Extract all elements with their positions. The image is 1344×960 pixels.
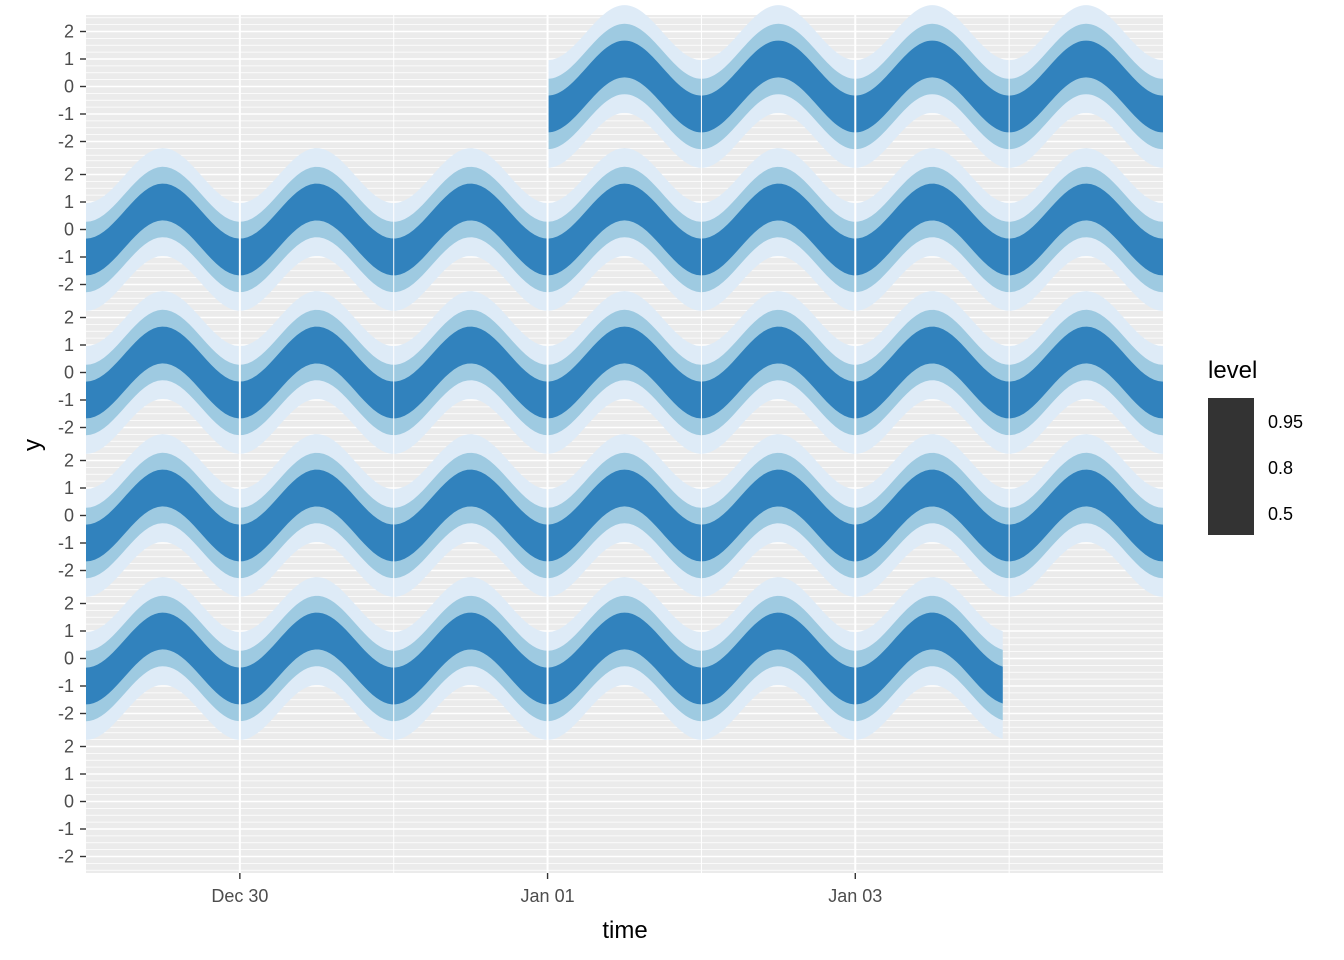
y-tick-label: -1 xyxy=(58,819,74,839)
y-tick-label: -1 xyxy=(58,104,74,124)
legend-label-05: 0.5 xyxy=(1268,504,1293,524)
y-tick-label: 2 xyxy=(64,451,74,471)
y-tick-label: 2 xyxy=(64,308,74,328)
y-tick-label: 0 xyxy=(64,506,74,526)
y-tick-label: -2 xyxy=(58,275,74,295)
legend-title: level xyxy=(1208,357,1257,384)
ribbon-bands xyxy=(86,5,1163,740)
y-tick-label: -2 xyxy=(58,847,74,867)
y-tick-label: 0 xyxy=(64,77,74,97)
legend: level 0.95 0.8 0.5 xyxy=(1208,357,1303,535)
y-tick-label: 2 xyxy=(64,594,74,614)
y-tick-label: 1 xyxy=(64,335,74,355)
y-tick-label: 2 xyxy=(64,22,74,42)
y-tick-label: -2 xyxy=(58,132,74,152)
x-axis-title: time xyxy=(602,917,647,944)
y-tick-label: -2 xyxy=(58,561,74,581)
legend-key xyxy=(1208,398,1254,535)
band-row-4-level-08 xyxy=(86,452,1163,579)
y-tick-label: 0 xyxy=(64,649,74,669)
y-tick-label: -1 xyxy=(58,390,74,410)
y-tick-label: 1 xyxy=(64,764,74,784)
y-tick-label: 0 xyxy=(64,792,74,812)
y-tick-label: -2 xyxy=(58,418,74,438)
y-axis-title: y xyxy=(19,439,46,451)
x-tick-label: Dec 30 xyxy=(211,886,268,906)
y-tick-label: 1 xyxy=(64,621,74,641)
y-tick-label: 0 xyxy=(64,363,74,383)
x-tick-label: Jan 03 xyxy=(828,886,882,906)
band-row-2-level-05 xyxy=(86,183,1163,276)
y-tick-label: 1 xyxy=(64,192,74,212)
y-tick-label: -2 xyxy=(58,704,74,724)
y-tick-label: 1 xyxy=(64,49,74,69)
y-tick-label: -1 xyxy=(58,533,74,553)
y-tick-label: 1 xyxy=(64,478,74,498)
y-tick-label: -1 xyxy=(58,676,74,696)
x-tick-label: Jan 01 xyxy=(521,886,575,906)
legend-label-08: 0.8 xyxy=(1268,458,1293,478)
band-row-5-level-05 xyxy=(86,612,1003,705)
y-tick-label: 2 xyxy=(64,737,74,757)
band-row-4-level-05 xyxy=(86,469,1163,562)
y-tick-label: -1 xyxy=(58,247,74,267)
band-row-3-level-05 xyxy=(86,326,1163,419)
vertical-gridlines xyxy=(238,15,1010,873)
y-tick-label: 0 xyxy=(64,220,74,240)
y-tick-label: 2 xyxy=(64,165,74,185)
band-row-3-level-08 xyxy=(86,309,1163,436)
band-row-2-level-08 xyxy=(86,166,1163,293)
legend-label-095: 0.95 xyxy=(1268,412,1303,432)
x-axis: Dec 30 Jan 01 Jan 03 xyxy=(211,873,882,906)
y-axis: 2 1 0 -1 -2 2 1 0 -1 -2 2 1 0 -1 -2 2 1 0 -1 -2 2 1 0 -1 -2 2 1 0 -1… xyxy=(58,22,86,867)
